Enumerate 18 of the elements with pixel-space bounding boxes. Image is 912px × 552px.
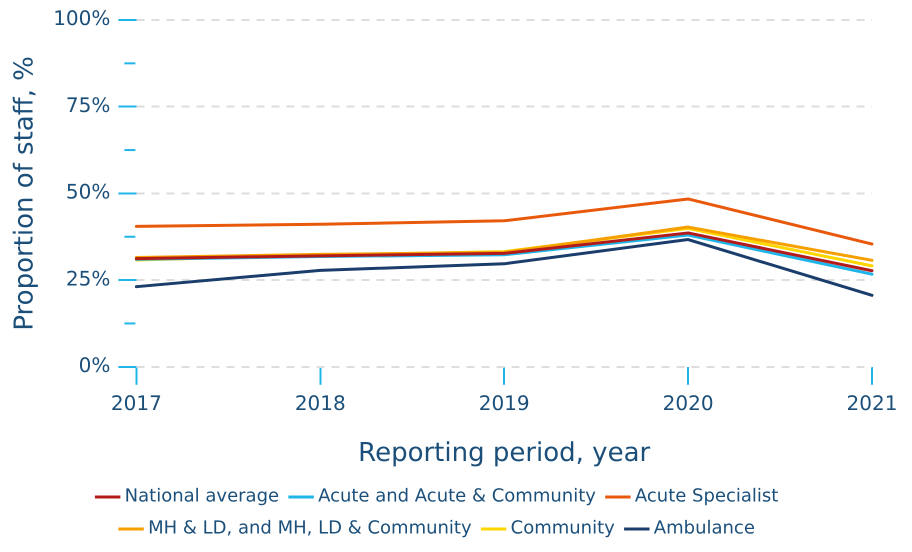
y-tick-label: 25%	[66, 266, 110, 290]
x-tick-label: 2018	[294, 391, 346, 416]
legend-label: MH & LD, and MH, LD & Community	[148, 518, 472, 539]
y-tick-label: 0%	[78, 353, 110, 378]
y-tick-label: 100%	[53, 6, 110, 30]
legend-label: Community	[510, 518, 616, 539]
x-tick-label: 2019	[478, 391, 530, 416]
y-axis-title: Proportion of staff, %	[9, 56, 40, 331]
x-tick-label: 2021	[846, 391, 898, 416]
y-tick-label: 50%	[66, 180, 110, 204]
x-axis-title: Reporting period, year	[358, 438, 650, 468]
legend-label: Acute and Acute & Community	[318, 486, 596, 507]
legend-label: Ambulance	[654, 518, 755, 539]
y-tick-label: 75%	[66, 92, 110, 117]
x-tick-label: 2020	[662, 391, 714, 416]
x-tick-label: 2017	[110, 391, 162, 416]
legend-label: Acute Specialist	[634, 486, 778, 507]
legend-label: National average	[124, 486, 280, 507]
